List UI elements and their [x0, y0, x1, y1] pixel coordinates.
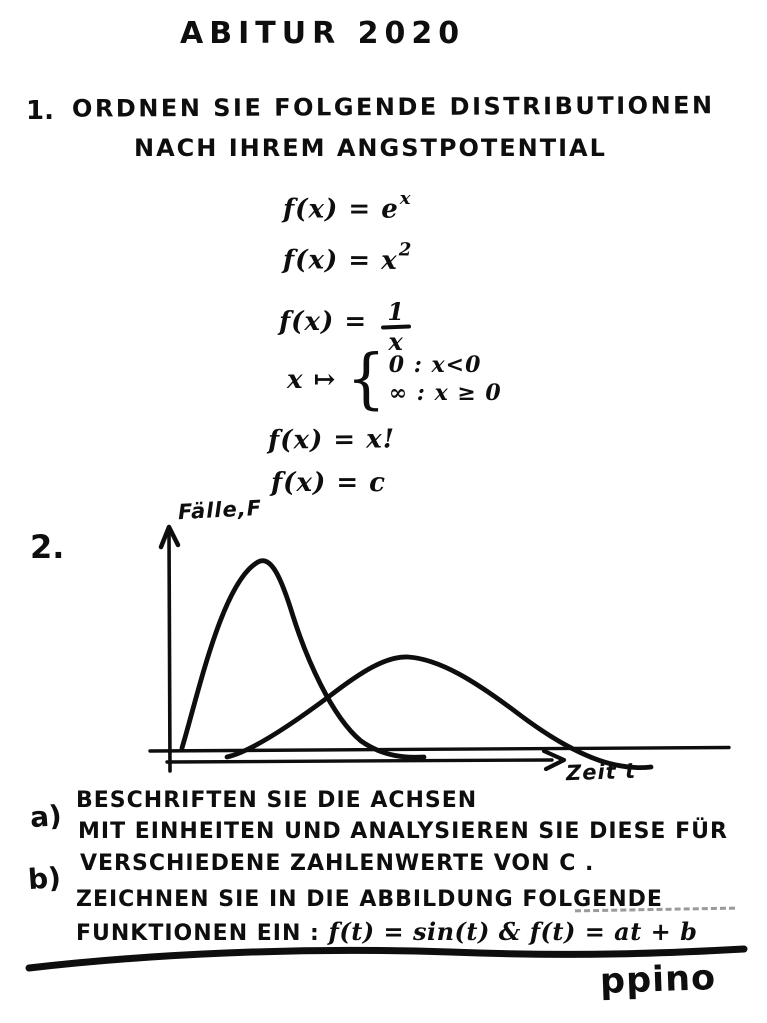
formula-exponent: x — [399, 188, 412, 209]
formula-quadratic: f(x) = x2 — [282, 239, 412, 277]
subtask-a-line2: MIT EINHEITEN UND ANALYSIEREN SIE DIESE … — [78, 819, 728, 844]
formula-lhs: x ↦ — [287, 364, 337, 395]
fraction-denominator: x — [388, 327, 404, 356]
subtask-b-line2-math: f(t) = sin(t) & f(t) = at + b — [328, 917, 698, 946]
baseline — [148, 745, 731, 753]
x-axis-arrowhead — [541, 748, 567, 772]
task1-number: 1. — [26, 96, 54, 126]
formula-lhs: f(x) = — [279, 307, 378, 337]
piecewise-cases: 0 : x<0 ∞ : x ≥ 0 — [389, 352, 502, 407]
subtask-a-label: a) — [28, 798, 63, 835]
formula-constant: f(x) = c — [271, 468, 387, 498]
task2-number: 2. — [30, 528, 65, 566]
subtask-b-line2-text: FUNKTIONEN EIN : — [76, 921, 320, 946]
task1-prompt-line1: ORDNEN SIE FOLGENDE DISTRIBUTIONEN — [71, 91, 715, 123]
page-title: ABITUR 2020 — [180, 16, 466, 51]
subtask-a-line1: BESCHRIFTEN SIE DIE ACHSEN — [76, 788, 478, 813]
subtask-a-line3: VERSCHIEDENE ZAHLENWERTE VON C . — [80, 851, 595, 876]
formula-base: x — [381, 245, 398, 277]
formula-lhs: f(x) = — [283, 194, 382, 225]
task1-prompt-line2: NACH IHREM ANGSTPOTENTIAL — [134, 134, 607, 162]
curly-brace: { — [346, 340, 387, 417]
y-axis-arrowhead — [158, 524, 181, 550]
formula-base: e — [381, 194, 399, 225]
formula-exponent: 2 — [398, 239, 413, 261]
formula-step-function: x ↦ { 0 : x<0 ∞ : x ≥ 0 — [287, 340, 502, 417]
fraction-numerator: 1 — [387, 297, 406, 326]
case-top: 0 : x<0 — [388, 352, 482, 378]
formula-exponential: f(x) = ex — [283, 188, 410, 225]
bottom-rule — [25, 945, 748, 972]
x-axis-label: Zeit t — [565, 758, 637, 786]
distribution-sketch — [148, 524, 731, 773]
subtask-b-line1: ZEICHNEN SIE IN DIE ABBILDUNG FOLGENDE — [76, 887, 663, 912]
y-axis — [167, 530, 172, 773]
subtask-b-line2: FUNKTIONEN EIN : f(t) = sin(t) & f(t) = … — [76, 917, 697, 946]
formula-factorial: f(x) = x! — [267, 424, 396, 456]
y-axis-label: Fälle,F — [177, 495, 263, 525]
subtask-b-label: b) — [26, 860, 62, 897]
signature: ppino — [599, 957, 717, 1003]
formula-lhs: f(x) = — [282, 245, 382, 276]
case-bottom: ∞ : x ≥ 0 — [388, 379, 502, 406]
curve-flat-distribution — [224, 654, 654, 770]
wavy-divider-line — [25, 945, 748, 972]
curve-tall-distribution — [179, 558, 427, 760]
fraction-bar — [381, 324, 412, 330]
x-axis — [165, 758, 554, 764]
